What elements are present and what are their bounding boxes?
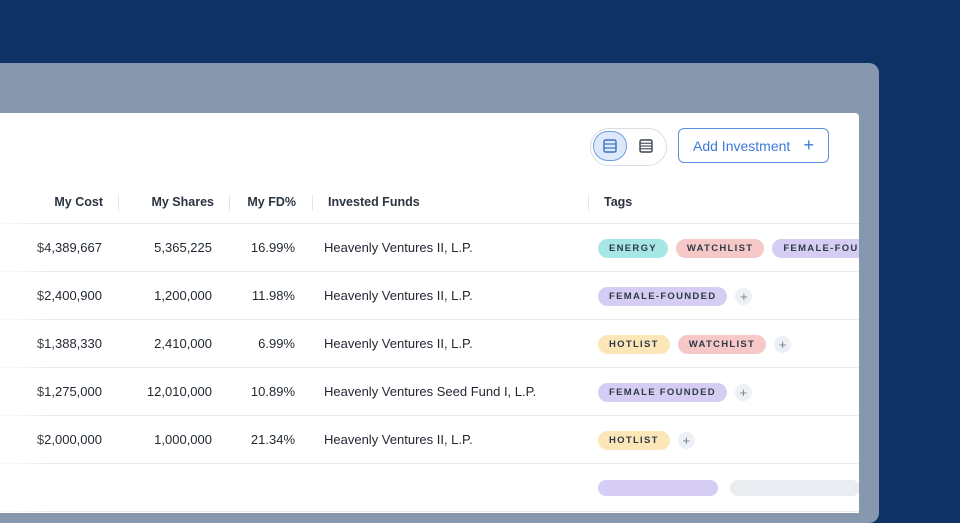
- column-header-my-cost[interactable]: My Cost: [54, 195, 103, 209]
- cell-my-cost: $1,275,000: [36, 384, 102, 399]
- column-divider: [312, 195, 313, 211]
- cell-invested-funds: Heavenly Ventures Seed Fund I, L.P.: [324, 384, 537, 399]
- add-investment-button[interactable]: Add Investment +: [678, 128, 829, 163]
- column-divider: [118, 195, 119, 211]
- tag-hotlist[interactable]: HOTLIST: [598, 430, 670, 450]
- view-toggle: [590, 128, 667, 166]
- column-header-invested-funds[interactable]: Invested Funds: [328, 195, 420, 209]
- tag-energy[interactable]: ENERGY: [598, 238, 668, 258]
- tag-list: FEMALE FOUNDED +: [598, 382, 752, 402]
- column-divider: [588, 195, 589, 211]
- cell-my-shares: 5,365,225: [154, 240, 212, 255]
- investments-panel: Add Investment + My Cost My Shares My FD…: [0, 113, 859, 513]
- cell-invested-funds: Heavenly Ventures II, L.P.: [324, 432, 473, 447]
- column-header-tags[interactable]: Tags: [604, 195, 633, 209]
- add-tag-button[interactable]: +: [677, 431, 695, 449]
- cell-invested-funds: Heavenly Ventures II, L.P.: [324, 288, 473, 303]
- cell-invested-funds: Heavenly Ventures II, L.P.: [324, 336, 473, 351]
- table-header: My Cost My Shares My FD% Invested Funds …: [0, 183, 859, 224]
- cell-my-shares: 1,000,000: [154, 432, 212, 447]
- table-view-icon: [639, 139, 653, 153]
- add-tag-button[interactable]: +: [735, 287, 753, 305]
- column-header-my-shares[interactable]: My Shares: [151, 195, 214, 209]
- tag-watchlist[interactable]: WATCHLIST: [675, 238, 765, 258]
- tag-female-founded[interactable]: FEMALE-FOUNDED: [772, 238, 859, 258]
- plus-icon: +: [803, 135, 814, 155]
- cell-my-cost: $2,400,900: [36, 288, 102, 303]
- tag-female-founded[interactable]: FEMALE-FOUNDED: [598, 286, 728, 306]
- cell-my-fd: 16.99%: [250, 240, 295, 255]
- add-investment-label: Add Investment: [693, 137, 791, 154]
- cell-my-shares: 12,010,000: [146, 384, 212, 399]
- cell-my-cost: $4,389,667: [36, 240, 102, 255]
- cell-my-fd: 21.34%: [250, 432, 295, 447]
- tag-hotlist[interactable]: HOTLIST: [598, 334, 670, 354]
- tag-female-founded[interactable]: FEMALE FOUNDED: [598, 382, 727, 402]
- cell-my-cost: $2,000,000: [36, 432, 102, 447]
- cell-my-cost: $1,388,330: [36, 336, 102, 351]
- cell-invested-funds: Heavenly Ventures II, L.P.: [324, 240, 473, 255]
- view-table-button[interactable]: [629, 131, 663, 161]
- add-tag-button[interactable]: +: [734, 383, 752, 401]
- tag-list: FEMALE-FOUNDED +: [598, 286, 753, 306]
- tag-list: HOTLIST +: [598, 430, 695, 450]
- table-row[interactable]: [0, 464, 859, 512]
- cell-my-fd: 11.98%: [251, 288, 295, 303]
- tag-cut-off[interactable]: [598, 480, 718, 496]
- cell-my-fd: 10.89%: [250, 384, 295, 399]
- table-row[interactable]: $1,388,330 2,410,000 6.99% Heavenly Vent…: [0, 320, 859, 368]
- cards-view-icon: [603, 139, 617, 153]
- tag-watchlist[interactable]: WATCHLIST: [677, 334, 767, 354]
- view-cards-button[interactable]: [593, 131, 627, 161]
- column-header-my-fd[interactable]: My FD%: [247, 195, 296, 209]
- table-row[interactable]: $1,275,000 12,010,000 10.89% Heavenly Ve…: [0, 368, 859, 416]
- table-row[interactable]: $4,389,667 5,365,225 16.99% Heavenly Ven…: [0, 224, 859, 272]
- tag-list: ENERGY WATCHLIST FEMALE-FOUNDED: [598, 238, 859, 258]
- table-row[interactable]: $2,000,000 1,000,000 21.34% Heavenly Ven…: [0, 416, 859, 464]
- tag-cut-off[interactable]: [730, 480, 859, 496]
- tag-list: HOTLIST WATCHLIST +: [598, 334, 792, 354]
- table-row[interactable]: $2,400,900 1,200,000 11.98% Heavenly Ven…: [0, 272, 859, 320]
- column-divider: [229, 195, 230, 211]
- add-tag-button[interactable]: +: [774, 335, 792, 353]
- cell-my-fd: 6.99%: [258, 336, 295, 351]
- cell-my-shares: 1,200,000: [154, 288, 212, 303]
- cell-my-shares: 2,410,000: [154, 336, 212, 351]
